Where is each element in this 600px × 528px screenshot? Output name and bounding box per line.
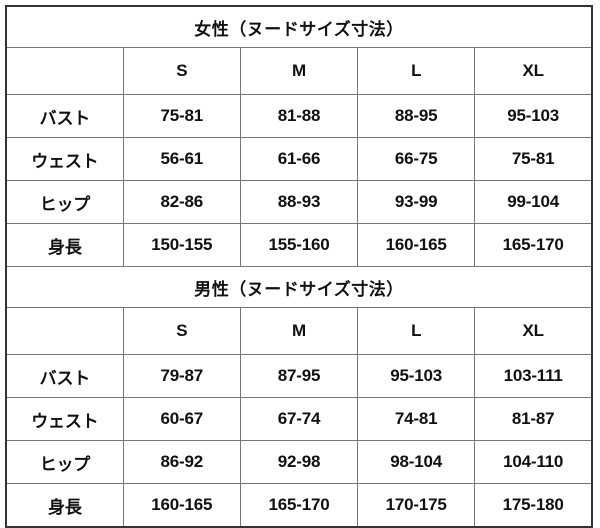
section-title: 女性（ヌードサイズ寸法） — [5, 5, 593, 48]
measurement-value: 98-104 — [357, 440, 476, 484]
measurement-value: 92-98 — [239, 440, 359, 484]
table-corner-cell — [5, 47, 124, 95]
measurement-value: 87-95 — [239, 354, 359, 398]
size-chart-table: 女性（ヌードサイズ寸法） S M L XL バスト 75-81 81-88 88-95 95-10… — [5, 5, 593, 528]
measurement-value: 93-99 — [357, 180, 476, 224]
measurement-value: 66-75 — [357, 137, 476, 181]
measurement-value: 175-180 — [474, 483, 593, 528]
measurement-label: ヒップ — [5, 440, 124, 484]
table-row: バスト 79-87 87-95 95-103 103-111 — [5, 354, 593, 398]
measurement-value: 74-81 — [357, 397, 476, 441]
measurement-value: 99-104 — [474, 180, 593, 224]
measurement-value: 95-103 — [357, 354, 476, 398]
table-row: 身長 160-165 165-170 170-175 175-180 — [5, 483, 593, 528]
measurement-value: 160-165 — [357, 223, 476, 267]
measurement-value: 60-67 — [122, 397, 241, 441]
measurement-value: 81-87 — [474, 397, 593, 441]
table-row: ヒップ 82-86 88-93 93-99 99-104 — [5, 180, 593, 224]
measurement-label: バスト — [5, 94, 124, 138]
measurement-value: 61-66 — [239, 137, 359, 181]
measurement-value: 150-155 — [122, 223, 241, 267]
table-row: バスト 75-81 81-88 88-95 95-103 — [5, 94, 593, 138]
size-header-m: M — [239, 47, 359, 95]
measurement-value: 82-86 — [122, 180, 241, 224]
measurement-label: 身長 — [5, 223, 124, 267]
measurement-value: 170-175 — [357, 483, 476, 528]
size-header-m: M — [239, 307, 359, 355]
measurement-label: バスト — [5, 354, 124, 398]
table-row: ウェスト 56-61 61-66 66-75 75-81 — [5, 137, 593, 181]
measurement-value: 88-95 — [357, 94, 476, 138]
measurement-value: 165-170 — [239, 483, 359, 528]
size-header-l: L — [357, 47, 476, 95]
measurement-value: 88-93 — [239, 180, 359, 224]
measurement-value: 56-61 — [122, 137, 241, 181]
measurement-label: ウェスト — [5, 397, 124, 441]
size-header-xl: XL — [474, 307, 593, 355]
measurement-value: 67-74 — [239, 397, 359, 441]
measurement-label: ウェスト — [5, 137, 124, 181]
measurement-value: 155-160 — [239, 223, 359, 267]
size-header-s: S — [122, 307, 241, 355]
measurement-value: 103-111 — [474, 354, 593, 398]
measurement-value: 79-87 — [122, 354, 241, 398]
section-title-row: 男性（ヌードサイズ寸法） — [5, 266, 593, 308]
measurement-value: 160-165 — [122, 483, 241, 528]
measurement-value: 81-88 — [239, 94, 359, 138]
table-row: 身長 150-155 155-160 160-165 165-170 — [5, 223, 593, 267]
table-row: ヒップ 86-92 92-98 98-104 104-110 — [5, 440, 593, 484]
measurement-value: 165-170 — [474, 223, 593, 267]
size-chart-container: 女性（ヌードサイズ寸法） S M L XL バスト 75-81 81-88 88-95 95-10… — [5, 5, 593, 528]
measurement-value: 95-103 — [474, 94, 593, 138]
measurement-value: 86-92 — [122, 440, 241, 484]
size-header-l: L — [357, 307, 476, 355]
measurement-label: 身長 — [5, 483, 124, 528]
measurement-value: 75-81 — [474, 137, 593, 181]
section-title-row: 女性（ヌードサイズ寸法） — [5, 5, 593, 48]
measurement-value: 75-81 — [122, 94, 241, 138]
measurement-value: 104-110 — [474, 440, 593, 484]
table-row: ウェスト 60-67 67-74 74-81 81-87 — [5, 397, 593, 441]
measurement-label: ヒップ — [5, 180, 124, 224]
size-header-s: S — [122, 47, 241, 95]
table-corner-cell — [5, 307, 124, 355]
size-header-xl: XL — [474, 47, 593, 95]
size-header-row: S M L XL — [5, 47, 593, 95]
section-title: 男性（ヌードサイズ寸法） — [5, 266, 593, 308]
size-header-row: S M L XL — [5, 307, 593, 355]
